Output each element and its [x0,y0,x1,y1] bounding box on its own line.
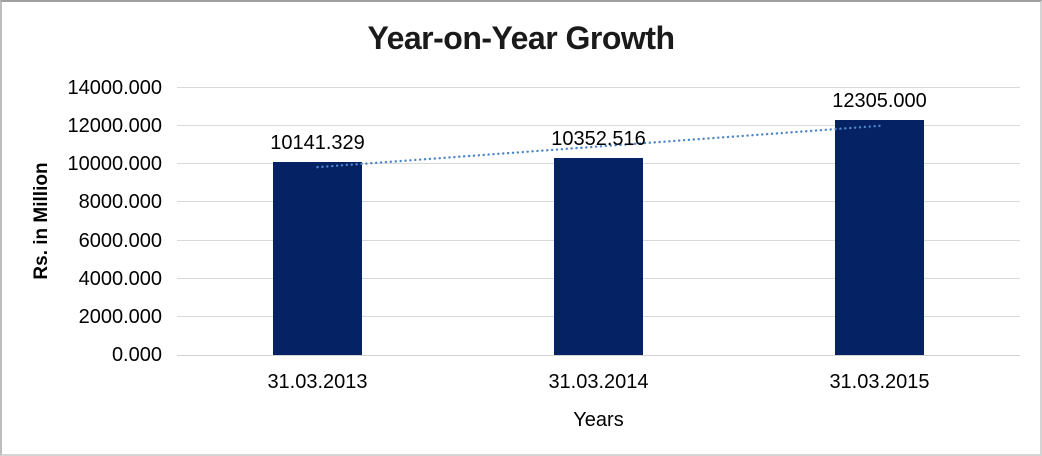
x-tick-label: 31.03.2013 [267,371,368,393]
x-axis-title: Years [573,409,624,431]
bar-data-label: 10141.329 [270,131,365,154]
y-tick-label: 12000.000 [67,115,162,138]
y-tick-label: 0.000 [111,344,162,366]
plot-area: 10141.329 10352.516 12305.000 [177,87,1020,356]
gridline [177,87,1020,88]
bar-31.03.2014 [554,157,643,355]
y-tick-label: 6000.000 [78,229,162,252]
x-axis-tick-labels: 31.03.2013 31.03.2014 31.03.2015 [177,372,1020,394]
bar-31.03.2013 [273,161,362,355]
chart-title: Year-on-Year Growth [367,20,675,56]
bar-data-label: 10352.516 [551,127,646,150]
y-tick-label: 4000.000 [78,267,162,290]
y-axis-tick-labels: 0.000 2000.000 4000.000 6000.000 8000.000 100… [2,78,162,365]
bar-data-label: 12305.000 [832,90,927,113]
x-axis-line [177,355,1020,356]
x-tick-label: 31.03.2015 [829,371,930,393]
y-tick-label: 8000.000 [78,191,162,214]
x-tick-label: 31.03.2014 [548,371,649,393]
y-tick-label: 14000.000 [67,77,162,99]
y-tick-label: 10000.000 [67,153,162,176]
bar-31.03.2015 [835,120,924,355]
y-tick-label: 2000.000 [78,305,162,328]
